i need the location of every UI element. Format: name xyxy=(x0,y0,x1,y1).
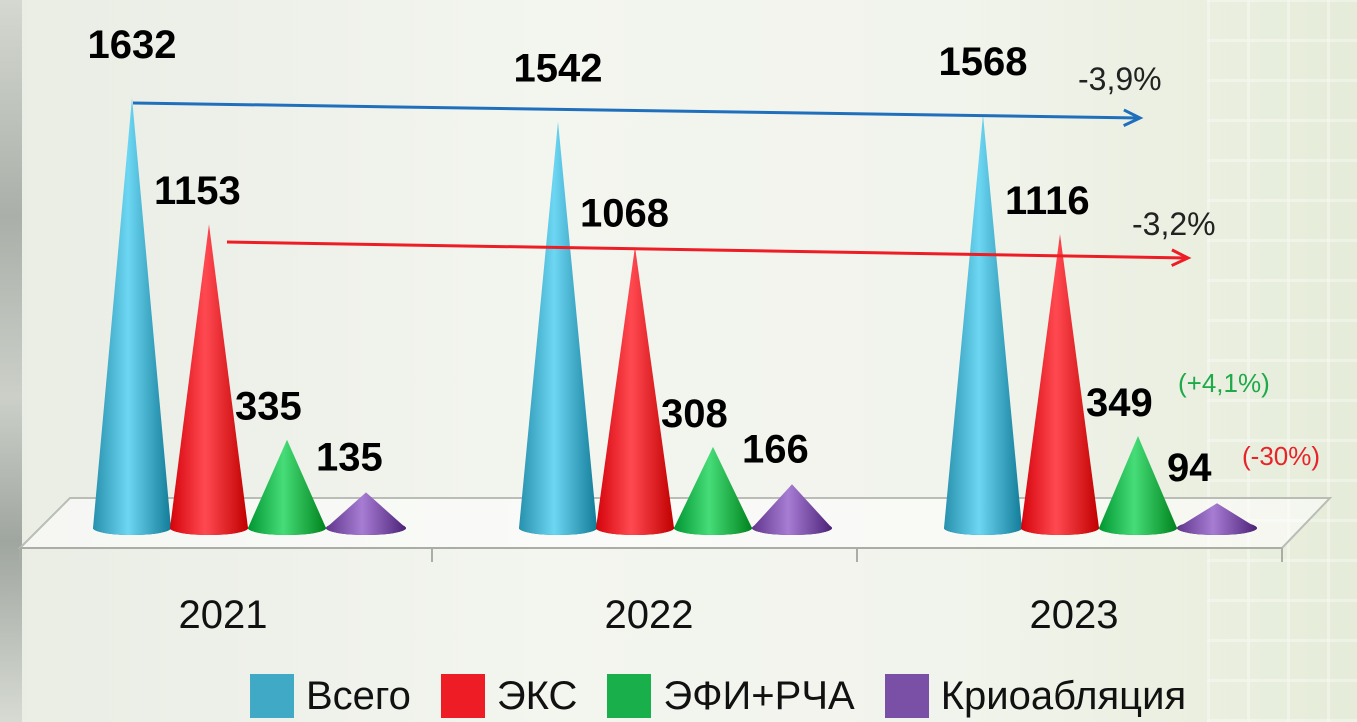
cone-ЭФИ+РЧА-2023 xyxy=(1099,436,1177,535)
cone-Криоабляция-2021 xyxy=(326,492,406,535)
krio-change-annotation: (-30%) xyxy=(1242,441,1320,471)
background-grid-pattern xyxy=(1207,0,1357,722)
value-label-ЭКС-2022: 1068 xyxy=(580,192,669,236)
legend-swatch xyxy=(884,674,929,718)
cone-ЭФИ+РЧА-2022 xyxy=(674,446,752,535)
cone-Криоабляция-2023 xyxy=(1177,503,1257,535)
value-label-ЭФИ+РЧА-2021: 335 xyxy=(235,385,302,429)
legend-swatch xyxy=(607,674,652,718)
value-label-Криоабляция-2022: 166 xyxy=(742,427,809,471)
chart-marks xyxy=(93,98,1257,536)
chart-labels: 1632 1153 335 135 2021 1542 1068 308 166 2022 1568… xyxy=(88,23,1213,637)
efi-change-annotation: (+4,1%) xyxy=(1178,368,1270,398)
value-label-Криоабляция-2021: 135 xyxy=(316,435,383,479)
category-label-2022: 2022 xyxy=(605,593,694,637)
eks-change-annotation: -3,2% xyxy=(1132,206,1216,242)
value-label-Всего-2023: 1568 xyxy=(939,40,1028,84)
legend-item-ЭФИ+РЧА: ЭФИ+РЧА xyxy=(607,673,855,719)
legend-label: ЭФИ+РЧА xyxy=(663,673,855,718)
cone-ЭКС-2022 xyxy=(596,246,674,535)
cone-Криоабляция-2022 xyxy=(752,484,832,535)
category-label-2021: 2021 xyxy=(179,593,268,637)
legend-label: ЭКС xyxy=(496,673,578,718)
legend-label: Криоабляция xyxy=(940,673,1187,718)
legend-item-Всего: Всего xyxy=(250,674,411,719)
cone-ЭФИ+РЧА-2021 xyxy=(248,439,326,535)
legend-label: Всего xyxy=(306,673,411,718)
value-label-Криоабляция-2023: 94 xyxy=(1167,446,1212,490)
cone-ЭКС-2021 xyxy=(170,224,248,536)
value-label-ЭКС-2021: 1153 xyxy=(154,169,241,213)
cone-Всего-2021 xyxy=(93,98,171,535)
legend-item-Криоабляция: Криоабляция xyxy=(884,673,1187,719)
trend-arrows xyxy=(132,101,1192,267)
background-left-photo xyxy=(0,0,22,722)
cone-Всего-2022 xyxy=(519,121,597,536)
total-change-annotation: -3,9% xyxy=(1078,61,1162,97)
legend-swatch xyxy=(440,674,485,718)
legend-item-ЭКС: ЭКС xyxy=(440,673,578,719)
trend-arrow-total xyxy=(132,101,1144,127)
cone-Всего-2023 xyxy=(944,114,1022,536)
category-label-2023: 2023 xyxy=(1030,593,1119,637)
cone-ЭКС-2023 xyxy=(1021,233,1099,536)
trend-arrow-eks xyxy=(226,240,1192,267)
value-label-Всего-2022: 1542 xyxy=(514,47,603,91)
value-label-ЭФИ+РЧА-2022: 308 xyxy=(661,392,728,436)
value-label-ЭКС-2023: 1116 xyxy=(1005,179,1090,223)
legend-swatch xyxy=(250,674,294,718)
legend: Всего ЭКС ЭФИ+РЧА Криоабляция xyxy=(250,672,1216,720)
value-label-ЭФИ+РЧА-2023: 349 xyxy=(1086,381,1153,425)
value-label-Всего-2021: 1632 xyxy=(88,23,177,67)
